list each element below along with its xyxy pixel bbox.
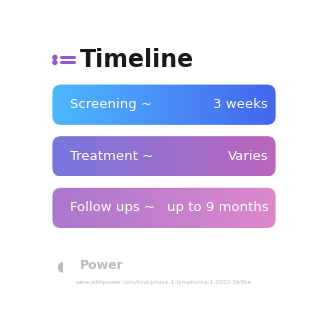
Text: ◖: ◖ [56,259,63,273]
Circle shape [53,55,57,60]
FancyBboxPatch shape [52,85,276,125]
Text: Treatment ~: Treatment ~ [70,150,153,163]
Text: Power: Power [80,259,124,272]
Text: Timeline: Timeline [80,48,194,72]
Text: up to 9 months: up to 9 months [166,201,268,215]
Text: Follow ups ~: Follow ups ~ [70,201,155,215]
Text: Screening ~: Screening ~ [70,98,152,111]
Circle shape [53,60,57,64]
Text: www.withpower.com/trial/phase-1-lymphoma-1-2022-5b8be: www.withpower.com/trial/phase-1-lymphoma… [76,280,252,285]
Text: 3 weeks: 3 weeks [213,98,268,111]
Text: Varies: Varies [228,150,268,163]
FancyBboxPatch shape [52,188,276,228]
FancyBboxPatch shape [52,136,276,177]
